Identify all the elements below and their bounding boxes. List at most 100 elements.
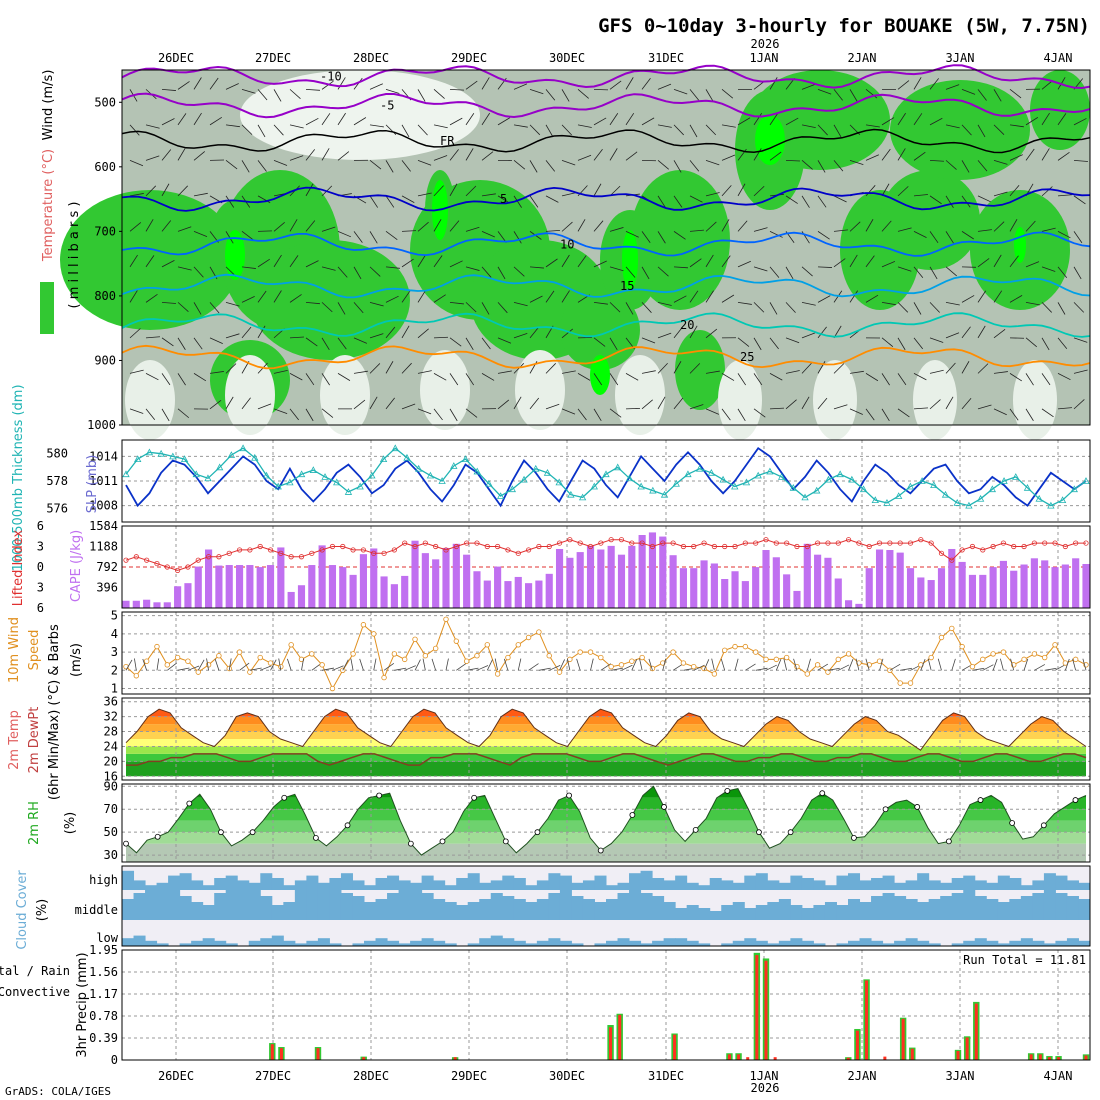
- cloud-cover-bar: [421, 938, 434, 946]
- wind10m-axis-label-1: 10m Wind: [7, 617, 22, 683]
- cape-bar: [401, 575, 409, 608]
- wind-barb: [497, 117, 511, 126]
- wind-barb: [273, 159, 288, 166]
- wind-barb: [689, 404, 704, 410]
- cloud-cover-bar: [698, 908, 711, 920]
- wind-barb: [225, 301, 240, 307]
- wind-barb: [689, 160, 700, 172]
- cape-bar: [989, 567, 997, 608]
- wind-barb: [353, 117, 367, 126]
- wind-barb: [529, 195, 539, 208]
- cloud-cover-bar: [582, 899, 595, 920]
- wind10m-axis-label-3: & Barbs: [47, 624, 62, 676]
- thickness-point: [637, 482, 645, 490]
- cloud-cover-bar: [479, 938, 492, 946]
- chart-title: GFS 0~10day 3-hourly for BOUAKE (5W, 7.7…: [598, 15, 1090, 37]
- dewpoint-line: [126, 753, 1087, 766]
- wind-barb: [609, 148, 618, 161]
- date-label-bottom: 26DEC: [158, 1069, 194, 1083]
- date-label-top: 30DEC: [549, 51, 585, 65]
- thickness-point: [953, 499, 961, 506]
- wind-barb: [721, 185, 732, 197]
- wind-barb: [561, 408, 576, 415]
- cloud-cover-bar: [271, 878, 284, 890]
- cloud-cover-bar: [1078, 882, 1091, 890]
- run-total-label: Run Total = 11.81: [963, 953, 1086, 967]
- li-axis-label: Lifted Index: [11, 529, 26, 606]
- wind-barb: [1041, 337, 1050, 351]
- lifted-index-point: [412, 543, 418, 550]
- lifted-index-point: [1000, 540, 1007, 546]
- wind-barb: [913, 77, 922, 90]
- thickness-point: [227, 451, 236, 458]
- cloud-cover-bar: [1055, 875, 1068, 890]
- rh-point: [249, 829, 256, 836]
- wind-barb: [225, 333, 240, 339]
- wind-barb: [1009, 154, 1023, 161]
- wind-barb: [1009, 124, 1024, 128]
- lifted-index-point: [577, 540, 583, 546]
- precip-axis-label: 3hr Precip (mm): [75, 952, 90, 1057]
- wind-barb: [241, 397, 251, 410]
- cape-bar: [411, 540, 419, 608]
- wind-barb: [609, 337, 618, 351]
- wind-barb: [913, 151, 926, 161]
- wind-barb-10m: [621, 664, 633, 671]
- wind-barb: [721, 373, 735, 381]
- wind-barb: [177, 81, 190, 90]
- thickness-point: [801, 493, 809, 501]
- cloud-cover-bar: [364, 940, 377, 946]
- wind-barb-10m: [486, 659, 493, 671]
- cloud-cover-bar: [928, 899, 941, 920]
- wind-barb: [897, 373, 907, 386]
- wind-barb: [1009, 373, 1022, 382]
- thickness-point: [122, 470, 130, 478]
- wind-barb: [417, 328, 429, 339]
- wind-barb: [673, 88, 688, 95]
- wind-barb: [737, 301, 752, 305]
- cloud-cover-bar: [559, 875, 572, 890]
- cloud-cover-bar: [917, 940, 930, 946]
- wind-barb: [689, 325, 698, 339]
- wind-barb-10m: [755, 667, 768, 671]
- wind-barb: [1041, 408, 1054, 418]
- wind-barb: [417, 159, 432, 166]
- precip-convective-bar: [453, 1057, 457, 1060]
- wind-barb: [801, 83, 816, 90]
- wind-barb: [817, 295, 831, 303]
- lifted-index-point: [474, 540, 480, 546]
- lifted-index-point: [711, 543, 717, 550]
- rh-point: [914, 804, 921, 810]
- wind-barb: [465, 373, 475, 386]
- thickness-point: [333, 478, 341, 486]
- wind-barb: [945, 124, 960, 129]
- wind-barb: [881, 373, 890, 386]
- cloud-cover-bar: [237, 880, 250, 890]
- wind-barb-10m: [125, 659, 133, 671]
- cape-bar: [741, 581, 749, 608]
- wind-barb: [1073, 369, 1088, 374]
- lifted-index-point: [969, 543, 976, 550]
- wind-barb: [993, 159, 1008, 165]
- wind-barb: [385, 361, 394, 374]
- wind-barb: [657, 362, 668, 374]
- precip-convective-legend: Convective: [0, 985, 70, 999]
- wind-barb: [1057, 407, 1072, 410]
- wind-barb: [337, 230, 352, 238]
- wind-barb: [545, 229, 560, 232]
- wind-barb: [193, 112, 202, 126]
- rh-frame: [121, 783, 1091, 863]
- thickness-point: [309, 466, 317, 473]
- wind-barb: [977, 195, 991, 203]
- wind-barb: [609, 227, 624, 232]
- lifted-index-point: [732, 543, 738, 550]
- wind-speed-point: [639, 654, 645, 661]
- li-tick-label: 6: [37, 601, 44, 615]
- cloud-cover-bar: [859, 902, 872, 920]
- cloud-cover-bar: [502, 938, 515, 946]
- wind-barb: [1057, 113, 1067, 126]
- cloud-frame: [121, 865, 1091, 947]
- cloud-cover-bar: [536, 880, 549, 890]
- wind-barb: [897, 408, 910, 418]
- wind-barb: [769, 302, 778, 315]
